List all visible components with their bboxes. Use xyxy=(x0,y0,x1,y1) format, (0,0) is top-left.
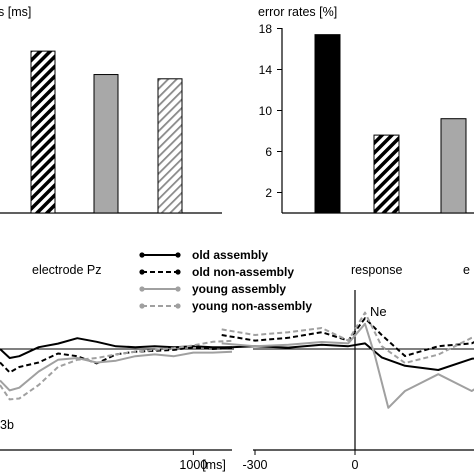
legend-marker-left-2 xyxy=(139,286,145,292)
error-rate-axis-label: error rates [%] xyxy=(258,5,337,19)
error-rate-bar-1 xyxy=(373,134,400,214)
rt-bar-panel: s [ms] xyxy=(0,5,222,214)
legend-marker-right-1 xyxy=(175,269,181,275)
response-label-2: e xyxy=(463,263,470,277)
pz-xaxis-unit: [ms] xyxy=(202,458,226,472)
legend-marker-right-0 xyxy=(175,252,181,258)
response-series-2 xyxy=(221,322,474,409)
response-waveform-panel: response e Ne -300 0 xyxy=(221,263,474,472)
legend-marker-left-3 xyxy=(139,303,145,309)
error-rate-ytick-label-1: 6 xyxy=(265,145,272,159)
error-rate-ytick-label-2: 10 xyxy=(259,104,273,118)
response-series-1 xyxy=(221,317,474,357)
rt-bar-1 xyxy=(30,50,56,214)
pz-series-2 xyxy=(0,350,233,392)
pz-series-3 xyxy=(0,339,233,401)
pz-xtick-label-0: 1000 xyxy=(179,458,207,472)
rt-axis-label: s [ms] xyxy=(0,5,31,19)
response-xtick-label-1: 0 xyxy=(352,458,359,472)
error-rate-ytick-label-4: 18 xyxy=(259,22,273,36)
legend-label-0: old assembly xyxy=(192,248,268,262)
corner-label: 3b xyxy=(0,418,14,432)
legend-marker-right-2 xyxy=(175,286,181,292)
error-rate-bar-panel: error rates [%] 2 6 10 14 18 xyxy=(258,5,474,214)
rt-bar-2 xyxy=(93,74,119,214)
pz-waveform-panel: electrode Pz 3b 1000[ms] xyxy=(0,263,234,472)
legend-marker-left-1 xyxy=(139,269,145,275)
legend: old assembly old non-assembly young assemb… xyxy=(139,248,312,313)
electrode-pz-label: electrode Pz xyxy=(32,263,101,277)
error-rate-ytick-label-3: 14 xyxy=(259,63,273,77)
legend-marker-right-3 xyxy=(175,303,181,309)
legend-marker-left-0 xyxy=(139,252,145,258)
pz-series-1 xyxy=(0,346,233,374)
legend-label-1: old non-assembly xyxy=(192,265,294,279)
error-rate-bar-0 xyxy=(314,34,341,214)
response-series-0 xyxy=(221,342,474,371)
response-label: response xyxy=(351,263,402,277)
rt-bar-3 xyxy=(157,78,183,214)
legend-label-3: young non-assembly xyxy=(192,299,312,313)
error-rate-ytick-label-0: 2 xyxy=(265,186,272,200)
ne-peak-label: Ne xyxy=(370,304,387,319)
error-rate-bar-2 xyxy=(440,118,467,214)
response-xtick-label-0: -300 xyxy=(242,458,267,472)
response-series-3 xyxy=(221,311,474,364)
legend-label-2: young assembly xyxy=(192,282,286,296)
